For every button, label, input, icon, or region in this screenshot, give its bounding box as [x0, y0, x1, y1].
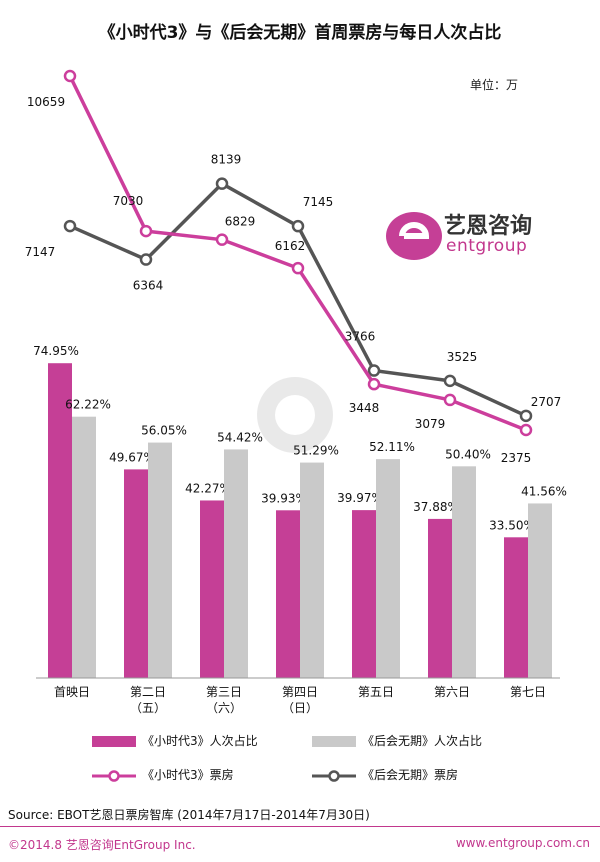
footer-url: www.entgroup.com.cn — [455, 836, 590, 850]
bar-hhwq — [300, 462, 324, 678]
line-point — [443, 393, 457, 407]
line-data-label: 2707 — [531, 395, 562, 409]
line-data-label: 6162 — [275, 239, 306, 253]
logo-subtext: entgroup — [446, 236, 528, 256]
bar-data-label: 50.40% — [445, 447, 491, 461]
line-data-label: 3766 — [345, 330, 376, 344]
legend-label: 《后会无期》人次占比 — [362, 734, 483, 748]
line-data-label: 10659 — [27, 95, 65, 109]
line-point — [291, 219, 305, 233]
bar-data-label: 33.50% — [489, 518, 535, 532]
bar-hhwq — [224, 449, 248, 678]
bar-xsd3 — [352, 510, 376, 678]
bar-data-label: 52.11% — [369, 440, 415, 454]
line-point — [215, 233, 229, 246]
line-point — [519, 423, 533, 437]
bar-xsd3 — [200, 500, 224, 678]
legend-label: 《后会无期》票房 — [362, 768, 459, 782]
legend-swatch-gray-bar — [312, 736, 356, 747]
line-data-label: 6829 — [225, 215, 256, 229]
legend-item-bar-1: 《后会无期》人次占比 — [312, 732, 482, 749]
legend-label: 《小时代3》票房 — [142, 768, 234, 782]
legend-item-bar-0: 《小时代3》人次占比 — [92, 732, 258, 749]
line-data-label: 7030 — [113, 194, 144, 208]
footer-copyright: ©2014.8 艺恩咨询EntGroup Inc. — [8, 838, 196, 852]
legend-swatch-pink-line — [92, 769, 136, 782]
bar-xsd3 — [504, 537, 528, 678]
x-tick-label: 第二日 — [130, 685, 166, 699]
entgroup-logo-icon — [386, 212, 442, 260]
bar-xsd3 — [428, 518, 452, 678]
legend-swatch-dark-line — [312, 769, 356, 782]
line-point — [443, 374, 457, 388]
line-point — [367, 377, 381, 391]
legend-item-line-1: 《后会无期》票房 — [312, 766, 458, 783]
bar-xsd3 — [124, 469, 148, 678]
x-tick-label: 第七日 — [510, 685, 546, 699]
x-tick-label: 第四日 — [282, 685, 318, 699]
line-point — [367, 364, 381, 377]
x-tick-label: （六） — [206, 701, 242, 715]
bar-data-label: 39.93% — [261, 491, 307, 505]
bar-data-label: 74.95% — [33, 344, 79, 358]
line-point — [63, 219, 77, 233]
bar-xsd3 — [48, 363, 72, 678]
bar-data-label: 42.27% — [185, 481, 231, 495]
bar-data-label: 51.29% — [293, 444, 339, 458]
x-tick-label: 第六日 — [434, 685, 470, 699]
line-data-label: 3448 — [349, 401, 380, 415]
bar-hhwq — [376, 459, 400, 678]
line-data-label: 2375 — [501, 451, 532, 465]
bar-data-label: 41.56% — [521, 484, 567, 498]
x-tick-label: （日） — [282, 701, 318, 715]
legend-label: 《小时代3》人次占比 — [142, 734, 258, 748]
line-data-label: 8139 — [211, 153, 242, 167]
bar-xsd3 — [276, 510, 300, 678]
legend-item-line-0: 《小时代3》票房 — [92, 766, 234, 783]
line-point — [63, 69, 77, 83]
chart-title: 《小时代3》与《后会无期》首周票房与每日人次占比 — [98, 23, 502, 43]
x-tick-label: 第三日 — [206, 685, 242, 699]
footer-divider — [0, 826, 600, 827]
line-point — [291, 261, 305, 275]
bar-hhwq — [452, 466, 476, 678]
line-data-label: 7147 — [25, 245, 56, 259]
x-tick-label: 第五日 — [358, 685, 394, 699]
logo-text: 艺恩咨询 — [444, 214, 533, 239]
bar-hhwq — [528, 503, 552, 678]
source-note: Source: EBOT艺恩日票房智库 (2014年7月17日-2014年7月3… — [8, 808, 370, 822]
line-point — [139, 253, 153, 266]
bar-data-label: 62.22% — [65, 398, 111, 412]
line-data-label: 7145 — [303, 195, 334, 209]
x-tick-label: 首映日 — [54, 685, 90, 699]
line-data-label: 3525 — [447, 350, 478, 364]
bar-data-label: 56.05% — [141, 424, 187, 438]
bar-data-label: 37.88% — [413, 500, 459, 514]
line-point — [215, 177, 229, 190]
line-data-label: 6364 — [133, 279, 164, 293]
bar-hhwq — [72, 416, 96, 678]
bar-data-label: 54.42% — [217, 430, 263, 444]
line-data-label: 3079 — [415, 417, 446, 431]
bar-data-label: 49.67% — [109, 450, 155, 464]
legend-swatch-pink-bar — [92, 736, 136, 747]
line-point — [519, 409, 533, 423]
line-point — [139, 224, 153, 238]
bar-data-label: 39.97% — [337, 491, 383, 505]
unit-label: 单位：万 — [470, 78, 519, 92]
bar-hhwq — [148, 442, 172, 678]
x-tick-label: （五） — [130, 701, 166, 715]
